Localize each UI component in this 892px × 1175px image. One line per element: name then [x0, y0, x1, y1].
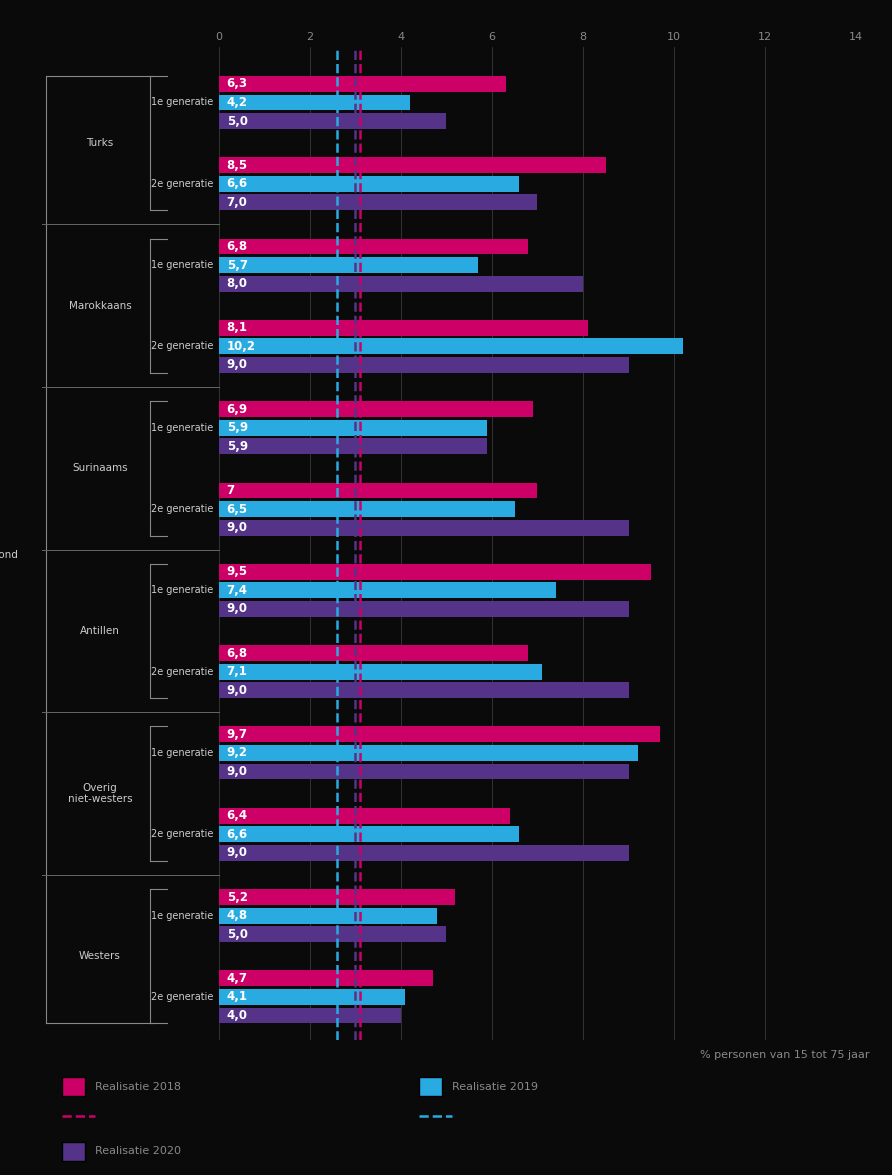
Text: 7,0: 7,0 — [227, 196, 248, 209]
Bar — [219, 239, 528, 255]
Text: 6,3: 6,3 — [227, 78, 248, 90]
Bar — [219, 194, 537, 210]
Text: 1e generatie: 1e generatie — [151, 585, 213, 596]
Bar — [219, 971, 433, 986]
Text: 2e generatie: 2e generatie — [151, 342, 213, 351]
Bar — [219, 564, 651, 579]
Text: 1e generatie: 1e generatie — [151, 260, 213, 270]
Bar — [219, 645, 528, 662]
Text: 5,2: 5,2 — [227, 891, 248, 904]
Text: 5,0: 5,0 — [227, 114, 248, 128]
Text: 2e generatie: 2e generatie — [151, 179, 213, 189]
Text: 5,9: 5,9 — [227, 421, 248, 435]
Bar — [219, 419, 487, 436]
Text: 6,9: 6,9 — [227, 403, 248, 416]
Text: 9,0: 9,0 — [227, 521, 248, 535]
Text: 2e generatie: 2e generatie — [151, 992, 213, 1002]
Bar — [219, 338, 683, 355]
Text: Antillen: Antillen — [80, 626, 120, 636]
Text: 1e generatie: 1e generatie — [151, 423, 213, 432]
Bar — [219, 889, 456, 905]
Bar — [219, 926, 446, 942]
Bar — [219, 276, 583, 291]
Text: Marokkaans: Marokkaans — [69, 301, 131, 310]
Text: 8,1: 8,1 — [227, 321, 248, 335]
Text: Realisatie 2020: Realisatie 2020 — [95, 1147, 181, 1156]
Text: 6,5: 6,5 — [227, 503, 248, 516]
Text: 9,5: 9,5 — [227, 565, 248, 578]
Bar — [219, 113, 446, 129]
Bar — [219, 845, 629, 861]
Bar — [219, 583, 556, 598]
Bar — [219, 519, 629, 536]
Text: 4,8: 4,8 — [227, 909, 248, 922]
Text: 6,6: 6,6 — [227, 828, 248, 841]
Text: 5,7: 5,7 — [227, 258, 248, 271]
Text: 2e generatie: 2e generatie — [151, 504, 213, 513]
Text: Met
migratieachtergrond: Met migratieachtergrond — [0, 539, 18, 560]
Text: 8,5: 8,5 — [227, 159, 248, 172]
Text: 4,2: 4,2 — [227, 96, 248, 109]
Text: 4,0: 4,0 — [227, 1009, 248, 1022]
Text: Overig
niet-westers: Overig niet-westers — [68, 783, 132, 805]
Text: 2e generatie: 2e generatie — [151, 830, 213, 839]
Bar — [219, 664, 542, 679]
Bar — [219, 76, 506, 92]
Bar — [219, 683, 629, 698]
Text: 7,1: 7,1 — [227, 665, 248, 678]
Text: 4,7: 4,7 — [227, 972, 248, 985]
Text: 6,8: 6,8 — [227, 646, 248, 659]
Text: 9,0: 9,0 — [227, 358, 248, 371]
Bar — [219, 807, 510, 824]
Text: Turks: Turks — [87, 139, 113, 148]
Bar — [219, 157, 606, 173]
Bar — [219, 908, 437, 924]
Bar — [219, 745, 638, 761]
Text: 9,0: 9,0 — [227, 684, 248, 697]
Bar — [219, 726, 660, 743]
Bar — [219, 826, 519, 842]
Text: 9,7: 9,7 — [227, 727, 248, 741]
Bar — [219, 320, 588, 336]
Bar — [219, 600, 629, 617]
Text: 5,9: 5,9 — [227, 439, 248, 452]
Bar — [219, 176, 519, 192]
Text: 9,0: 9,0 — [227, 846, 248, 859]
Bar — [219, 401, 533, 417]
Bar — [219, 257, 478, 273]
Bar — [219, 764, 629, 779]
Bar — [219, 989, 405, 1005]
Bar — [219, 94, 409, 110]
Text: Realisatie 2019: Realisatie 2019 — [452, 1082, 538, 1092]
Text: 7: 7 — [227, 484, 235, 497]
Text: % personen van 15 tot 75 jaar: % personen van 15 tot 75 jaar — [700, 1050, 870, 1060]
Text: Surinaams: Surinaams — [72, 463, 128, 474]
Bar — [219, 438, 487, 455]
Text: 1e generatie: 1e generatie — [151, 748, 213, 758]
Bar — [219, 501, 515, 517]
Bar — [219, 483, 537, 498]
Text: 1e generatie: 1e generatie — [151, 911, 213, 921]
Bar — [219, 357, 629, 372]
Text: 10,2: 10,2 — [227, 340, 256, 352]
Text: 7,4: 7,4 — [227, 584, 248, 597]
Text: 8,0: 8,0 — [227, 277, 248, 290]
Text: 9,0: 9,0 — [227, 603, 248, 616]
Text: Westers: Westers — [79, 952, 120, 961]
Text: 1e generatie: 1e generatie — [151, 98, 213, 107]
Text: Realisatie 2018: Realisatie 2018 — [95, 1082, 181, 1092]
Text: 6,6: 6,6 — [227, 177, 248, 190]
Text: 9,0: 9,0 — [227, 765, 248, 778]
Text: 5,0: 5,0 — [227, 928, 248, 941]
Text: 6,4: 6,4 — [227, 810, 248, 822]
Bar — [219, 1008, 401, 1023]
Text: 9,2: 9,2 — [227, 746, 248, 759]
Text: 2e generatie: 2e generatie — [151, 666, 213, 677]
Text: 4,1: 4,1 — [227, 991, 248, 1003]
Text: 6,8: 6,8 — [227, 240, 248, 253]
